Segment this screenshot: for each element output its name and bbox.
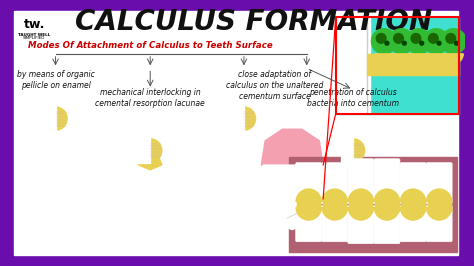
Wedge shape <box>401 207 426 220</box>
Bar <box>428 198 451 206</box>
Wedge shape <box>296 189 321 202</box>
Bar <box>137 138 150 163</box>
Circle shape <box>402 41 406 45</box>
Circle shape <box>394 34 403 43</box>
Text: by means of organic
pellicle on enamel: by means of organic pellicle on enamel <box>17 70 94 90</box>
Circle shape <box>441 29 466 54</box>
Text: SIMPLIFIED: SIMPLIFIED <box>23 36 46 40</box>
Wedge shape <box>444 54 463 64</box>
Circle shape <box>446 34 456 43</box>
Text: TAUGHT WELL: TAUGHT WELL <box>18 32 50 36</box>
Wedge shape <box>401 189 426 202</box>
FancyBboxPatch shape <box>296 205 322 242</box>
Circle shape <box>385 41 389 45</box>
Bar <box>401 198 425 206</box>
Circle shape <box>420 41 424 45</box>
FancyBboxPatch shape <box>426 163 452 204</box>
Bar <box>43 106 55 131</box>
Bar <box>297 203 320 211</box>
Wedge shape <box>392 54 411 64</box>
Circle shape <box>424 29 449 54</box>
Circle shape <box>376 34 386 43</box>
Text: CALCULUS FORMATION: CALCULUS FORMATION <box>75 8 432 36</box>
Bar <box>323 198 346 206</box>
Wedge shape <box>348 189 374 202</box>
Bar <box>336 17 459 114</box>
Bar <box>375 203 399 211</box>
Bar <box>367 54 459 75</box>
FancyBboxPatch shape <box>348 205 374 244</box>
FancyBboxPatch shape <box>374 205 400 244</box>
FancyBboxPatch shape <box>322 163 348 204</box>
Bar <box>231 106 244 131</box>
Bar <box>375 198 399 206</box>
Circle shape <box>372 29 397 54</box>
FancyBboxPatch shape <box>400 163 426 204</box>
Circle shape <box>428 34 438 43</box>
Polygon shape <box>138 141 162 170</box>
FancyBboxPatch shape <box>296 163 322 204</box>
Wedge shape <box>244 107 255 130</box>
Text: mechanical interlocking in
cemental resorption lacunae: mechanical interlocking in cemental reso… <box>95 88 205 108</box>
Circle shape <box>406 29 431 54</box>
Bar <box>297 198 320 206</box>
Wedge shape <box>322 189 347 202</box>
Bar <box>428 203 451 211</box>
Bar <box>349 203 373 211</box>
Circle shape <box>437 41 441 45</box>
Circle shape <box>455 41 458 45</box>
FancyBboxPatch shape <box>426 205 452 242</box>
Text: tw.: tw. <box>24 18 45 31</box>
Wedge shape <box>427 207 452 220</box>
Wedge shape <box>150 139 162 162</box>
Wedge shape <box>296 207 321 220</box>
Wedge shape <box>348 207 374 220</box>
Circle shape <box>389 29 414 54</box>
Bar <box>401 203 425 211</box>
Text: Modes Of Attachment of Calculus to Teeth Surface: Modes Of Attachment of Calculus to Teeth… <box>28 41 273 50</box>
FancyBboxPatch shape <box>322 205 348 242</box>
Bar <box>349 198 373 206</box>
Bar <box>336 17 459 114</box>
Polygon shape <box>261 165 323 230</box>
Circle shape <box>411 34 421 43</box>
FancyBboxPatch shape <box>374 159 400 204</box>
Bar <box>340 138 353 163</box>
Wedge shape <box>409 54 428 64</box>
Wedge shape <box>322 207 347 220</box>
Wedge shape <box>374 54 394 64</box>
Text: penetration of calculus
bacteria into cementum: penetration of calculus bacteria into ce… <box>307 88 399 108</box>
Wedge shape <box>427 189 452 202</box>
Bar <box>336 17 370 114</box>
Bar <box>289 157 457 252</box>
Bar <box>323 203 346 211</box>
Wedge shape <box>374 189 400 202</box>
Wedge shape <box>427 54 446 64</box>
Wedge shape <box>374 207 400 220</box>
Polygon shape <box>261 129 323 165</box>
FancyBboxPatch shape <box>400 205 426 242</box>
Wedge shape <box>353 139 365 162</box>
FancyBboxPatch shape <box>348 159 374 204</box>
Wedge shape <box>55 107 67 130</box>
Text: close adaptation of
calculus on the unaltered
cementum surface: close adaptation of calculus on the unal… <box>226 70 324 101</box>
